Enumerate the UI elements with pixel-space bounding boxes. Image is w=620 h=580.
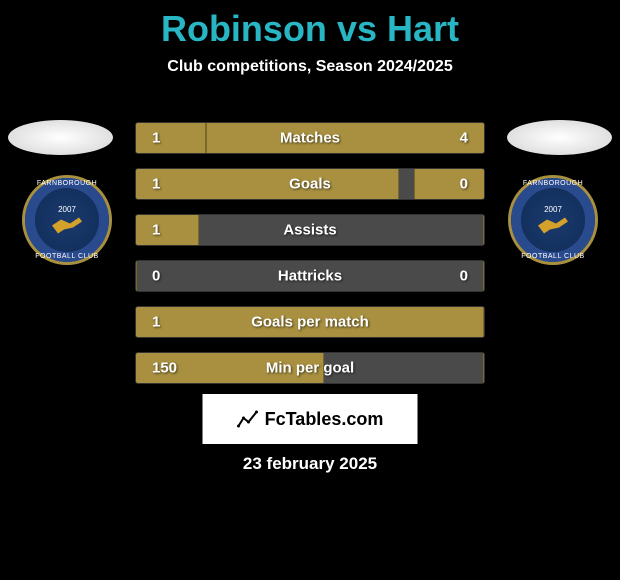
stat-bar-left <box>136 261 137 291</box>
brand-text: FcTables.com <box>265 409 384 430</box>
stat-value-left: 0 <box>152 268 160 285</box>
stat-label: Matches <box>280 130 340 147</box>
stat-row: 1 0 Goals <box>135 168 485 200</box>
stat-label: Assists <box>283 222 336 239</box>
badge-top-text: FARNBOROUGH <box>37 180 97 187</box>
page-title: Robinson vs Hart <box>0 0 620 50</box>
stat-label: Min per goal <box>266 360 354 377</box>
subtitle: Club competitions, Season 2024/2025 <box>0 58 620 76</box>
stat-row: 0 0 Hattricks <box>135 260 485 292</box>
stat-value-right: 4 <box>460 130 468 147</box>
comparison-bars: 1 4 Matches 1 0 Goals 1 Assists 0 0 Hattricks 1 Goal… <box>135 122 485 398</box>
vs-separator: vs <box>337 8 377 49</box>
stat-bar-right <box>483 353 484 383</box>
stat-bar-right <box>414 169 484 199</box>
stat-value-left: 150 <box>152 360 177 377</box>
stat-value-left: 1 <box>152 314 160 331</box>
stat-label: Goals per match <box>251 314 369 331</box>
stat-label: Goals <box>289 176 331 193</box>
stat-bar-right <box>483 307 484 337</box>
stat-value-left: 1 <box>152 130 160 147</box>
stat-value-left: 1 <box>152 176 160 193</box>
stat-bar-right <box>483 261 484 291</box>
comparison-date: 23 february 2025 <box>243 454 377 474</box>
player1-club-badge: FARNBOROUGH 2007 FOOTBALL CLUB <box>22 175 112 265</box>
player1-avatar-placeholder <box>8 120 113 155</box>
stat-row: 1 Goals per match <box>135 306 485 338</box>
stat-row: 1 4 Matches <box>135 122 485 154</box>
stat-bar-left <box>136 169 399 199</box>
stat-bar-right <box>206 123 484 153</box>
badge-bottom-text: FOOTBALL CLUB <box>35 253 98 260</box>
stat-bar-left <box>136 123 206 153</box>
badge-top-text: FARNBOROUGH <box>523 180 583 187</box>
stat-value-right: 0 <box>460 176 468 193</box>
player1-name: Robinson <box>161 8 327 49</box>
stat-value-left: 1 <box>152 222 160 239</box>
player2-avatar-placeholder <box>507 120 612 155</box>
stat-row: 1 Assists <box>135 214 485 246</box>
brand-logo-icon <box>237 408 259 430</box>
stat-value-right: 0 <box>460 268 468 285</box>
stat-label: Hattricks <box>278 268 342 285</box>
stat-bar-left <box>136 215 199 245</box>
badge-bottom-text: FOOTBALL CLUB <box>521 253 584 260</box>
player2-name: Hart <box>387 8 459 49</box>
stat-bar-right <box>483 215 484 245</box>
brand-box: FcTables.com <box>203 394 418 444</box>
player2-club-badge: FARNBOROUGH 2007 FOOTBALL CLUB <box>508 175 598 265</box>
stat-row: 150 Min per goal <box>135 352 485 384</box>
